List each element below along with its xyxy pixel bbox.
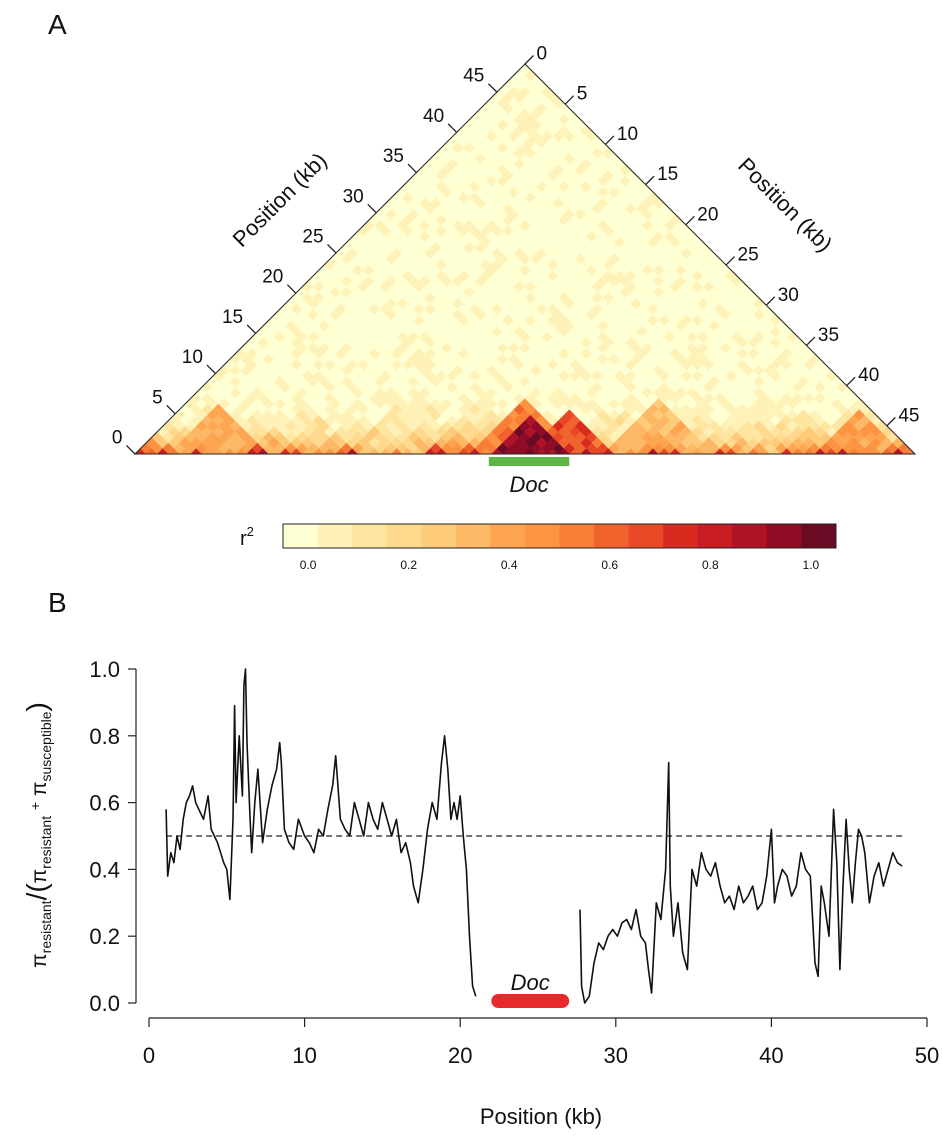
- y-axis-tick-label: 0.0: [89, 991, 120, 1016]
- right-axis-tick: [564, 95, 575, 105]
- legend-swatch: [317, 524, 353, 548]
- panel-b-label: B: [48, 587, 67, 618]
- doc-annotation-bar: [488, 457, 570, 466]
- left-axis-tick-label: 0: [112, 428, 123, 449]
- x-axis-tick-label: 30: [604, 1043, 628, 1068]
- right-axis-tick: [846, 376, 856, 387]
- left-axis-tick: [206, 364, 216, 375]
- right-axis-tick-label: 25: [738, 245, 759, 266]
- legend-swatch: [628, 524, 664, 548]
- left-axis-tick-label: 5: [152, 387, 163, 408]
- right-axis-tick-label: 45: [898, 405, 919, 426]
- legend-swatch: [455, 524, 491, 548]
- x-axis-tick-label: 40: [759, 1043, 783, 1068]
- right-axis-tick-label: 40: [858, 365, 879, 386]
- legend-swatches: [283, 524, 837, 548]
- legend-swatch: [283, 524, 319, 548]
- right-axis-tick: [604, 135, 615, 145]
- panel-b-diversity-ratio: B 0.0 0.2 0.4 0.6 0.8 1.0 0 10 20 30 40 50 Doc Pos…: [21, 587, 939, 1129]
- y-axis-title: πresistant/(πresistant + πsusceptible): [21, 702, 54, 968]
- left-axis-tick: [447, 123, 458, 133]
- right-axis-tick: [524, 55, 534, 65]
- right-axis-tick-label: 15: [657, 164, 678, 185]
- legend-swatch: [421, 524, 457, 548]
- legend-tick-label: 1.0: [803, 558, 820, 572]
- legend-tick-label: 0.2: [400, 558, 417, 572]
- left-axis-tick-label: 15: [222, 307, 243, 328]
- left-axis-tick-label: 45: [463, 66, 484, 87]
- panel-a-label: A: [48, 9, 67, 40]
- doc-annotation-label-b: Doc: [511, 970, 550, 995]
- legend-swatch: [524, 524, 560, 548]
- x-axis-tick-label: 20: [448, 1043, 472, 1068]
- right-axis-tick: [765, 296, 776, 306]
- left-axis-tick: [246, 324, 257, 334]
- right-axis-tick-label: 30: [778, 285, 799, 306]
- legend-swatch: [697, 524, 733, 548]
- legend-title: r2: [240, 524, 254, 550]
- left-axis-tick-label: 30: [343, 186, 364, 207]
- left-axis-tick: [327, 244, 337, 254]
- right-axis-tick: [805, 336, 816, 346]
- right-axis-tick-label: 0: [536, 44, 547, 65]
- right-axis-tick: [645, 175, 655, 186]
- ld-heatmap-cells: [135, 64, 915, 454]
- r2-color-legend: r2 0.0 0.2 0.4 0.6 0.8 1.0: [240, 523, 837, 572]
- legend-swatch: [490, 524, 526, 548]
- legend-tick-label: 0.4: [501, 558, 518, 572]
- x-axis-title: Position (kb): [480, 1104, 602, 1129]
- right-axis-tick: [725, 256, 735, 266]
- left-axis-tick: [286, 284, 297, 294]
- right-axis-tick: [685, 215, 695, 226]
- right-axis-tick-label: 20: [697, 204, 718, 225]
- x-axis-tick-label: 10: [292, 1043, 316, 1068]
- right-axis-tick-label: 35: [818, 325, 839, 346]
- y-axis-tick-label: 0.8: [89, 724, 120, 749]
- left-axis-tick-label: 10: [182, 347, 203, 368]
- legend-swatch: [732, 524, 768, 548]
- y-axis-tick-label: 1.0: [89, 657, 120, 682]
- legend-swatch: [352, 524, 388, 548]
- y-axis-tick-label: 0.2: [89, 924, 120, 949]
- right-axis-tick: [886, 416, 896, 427]
- legend-swatch: [559, 524, 595, 548]
- doc-annotation-bar-b: [491, 994, 570, 1008]
- left-axis-tick-label: 25: [302, 226, 323, 247]
- legend-swatch: [766, 524, 802, 548]
- x-axis-tick-label: 0: [143, 1043, 155, 1068]
- legend-swatch: [594, 524, 630, 548]
- legend-swatch: [386, 524, 422, 548]
- left-axis-tick: [166, 404, 176, 415]
- legend-tick-label: 0.8: [702, 558, 719, 572]
- left-axis-tick: [407, 163, 417, 174]
- x-axis-tick-label: 50: [915, 1043, 939, 1068]
- left-axis-tick: [126, 445, 136, 455]
- x-axis-ticks: 0 10 20 30 40 50: [143, 1018, 939, 1068]
- doc-annotation-label: Doc: [509, 472, 548, 497]
- ratio-series-line-1: [165, 668, 477, 997]
- legend-tick-label: 0.0: [300, 558, 317, 572]
- ratio-series-line-2: [579, 761, 903, 1004]
- left-axis-tick: [487, 83, 498, 93]
- left-axis-tick-label: 35: [383, 146, 404, 167]
- right-axis-tick-label: 10: [617, 124, 638, 145]
- y-axis-tick-label: 0.6: [89, 791, 120, 816]
- y-axis-ticks: 0.0 0.2 0.4 0.6 0.8 1.0: [89, 657, 136, 1016]
- right-axis-tick-label: 5: [577, 84, 588, 105]
- legend-tick-label: 0.6: [601, 558, 618, 572]
- legend-swatch: [663, 524, 699, 548]
- legend-ticks: 0.0 0.2 0.4 0.6 0.8 1.0: [300, 558, 820, 572]
- legend-swatch: [801, 524, 837, 548]
- left-axis-tick-label: 20: [262, 267, 283, 288]
- left-axis-tick-label: 40: [423, 106, 444, 127]
- left-axis-tick: [367, 203, 377, 214]
- y-axis-tick-label: 0.4: [89, 857, 120, 882]
- right-axis-title: Position (kb): [733, 153, 837, 257]
